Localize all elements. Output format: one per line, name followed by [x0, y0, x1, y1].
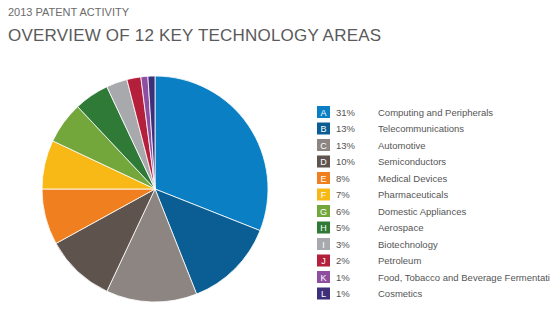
legend-label: Semiconductors — [378, 156, 446, 167]
legend-swatch — [317, 255, 330, 267]
page: {"chart_data": {"type": "pie", "subtitle… — [0, 0, 550, 336]
legend-swatch — [317, 172, 330, 184]
legend-value: 31% — [336, 107, 356, 118]
legend-label: Pharmaceuticals — [378, 189, 448, 200]
legend-value: 8% — [336, 173, 350, 184]
legend-swatch — [317, 106, 330, 118]
legend-swatch — [317, 156, 330, 168]
legend-value: 13% — [336, 123, 356, 134]
chart: 2013 PATENT ACTIVITY OVERVIEW OF 12 KEY T… — [0, 0, 550, 336]
pie-slice — [42, 189, 155, 243]
pie-slice — [148, 76, 155, 189]
legend-value: 6% — [336, 206, 350, 217]
legend-swatch — [317, 238, 330, 250]
legend-label: Telecommunications — [378, 123, 464, 134]
legend-label: Domestic Appliances — [378, 206, 466, 217]
legend-key: H — [320, 223, 327, 233]
legend-label: Food, Tobacco and Beverage Fermentation — [378, 272, 550, 283]
legend-value: 2% — [336, 255, 350, 266]
legend: A 31% Computing and Peripherals B 13% Telecom… — [317, 106, 550, 300]
legend-label: Petroleum — [378, 255, 421, 266]
legend-label: Medical Devices — [378, 173, 447, 184]
legend-key: D — [320, 157, 327, 167]
legend-value: 13% — [336, 140, 356, 151]
legend-swatch — [317, 123, 330, 135]
pie — [42, 76, 268, 302]
legend-key: B — [320, 124, 326, 134]
legend-label: Biotechnology — [378, 239, 438, 250]
legend-swatch — [317, 205, 330, 217]
legend-key: C — [320, 141, 327, 151]
legend-label: Computing and Peripherals — [378, 107, 493, 118]
legend-label: Automotive — [378, 140, 426, 151]
legend-value: 5% — [336, 222, 350, 233]
legend-label: Cosmetics — [378, 288, 423, 299]
legend-swatch — [317, 139, 330, 151]
legend-value: 10% — [336, 156, 356, 167]
legend-label: Aerospace — [378, 222, 423, 233]
legend-value: 1% — [336, 272, 350, 283]
legend-swatch — [317, 288, 330, 300]
legend-key: E — [320, 174, 326, 184]
legend-key: G — [320, 207, 327, 217]
legend-key: K — [320, 273, 326, 283]
legend-key: I — [322, 240, 325, 250]
pie-slice — [141, 76, 155, 189]
subtitle: 2013 PATENT ACTIVITY — [8, 6, 130, 18]
legend-value: 3% — [336, 239, 350, 250]
pie-slice — [127, 77, 155, 189]
legend-key: L — [321, 289, 326, 299]
legend-key: F — [321, 190, 327, 200]
legend-key: J — [321, 256, 326, 266]
title: OVERVIEW OF 12 KEY TECHNOLOGY AREAS — [8, 26, 381, 45]
legend-swatch — [317, 222, 330, 234]
legend-swatch — [317, 189, 330, 201]
legend-value: 7% — [336, 189, 350, 200]
legend-swatch — [317, 271, 330, 283]
legend-key: A — [320, 108, 326, 118]
legend-value: 1% — [336, 288, 350, 299]
